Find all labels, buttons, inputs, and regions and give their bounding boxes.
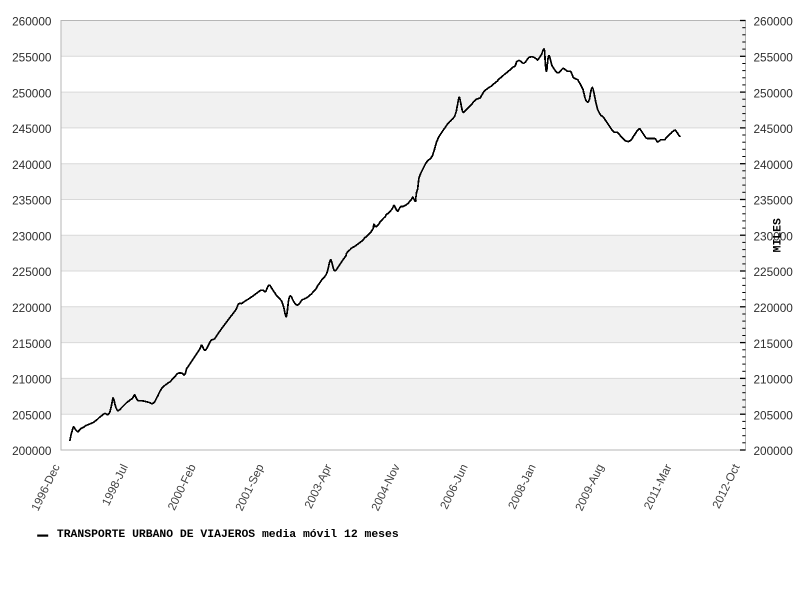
svg-text:230000: 230000 <box>12 229 52 243</box>
svg-text:210000: 210000 <box>12 373 52 387</box>
svg-text:235000: 235000 <box>754 194 794 208</box>
svg-text:215000: 215000 <box>754 337 794 351</box>
svg-text:205000: 205000 <box>12 408 52 422</box>
svg-text:210000: 210000 <box>754 373 794 387</box>
svg-text:250000: 250000 <box>754 86 794 100</box>
svg-text:TRANSPORTE URBANO DE VIAJEROS: TRANSPORTE URBANO DE VIAJEROS media móvi… <box>57 529 399 541</box>
svg-text:245000: 245000 <box>754 122 794 136</box>
svg-text:220000: 220000 <box>754 301 794 315</box>
svg-text:205000: 205000 <box>754 408 794 422</box>
svg-text:240000: 240000 <box>12 158 52 172</box>
svg-text:245000: 245000 <box>12 122 52 136</box>
svg-text:255000: 255000 <box>754 51 794 65</box>
svg-text:225000: 225000 <box>12 265 52 279</box>
svg-text:225000: 225000 <box>754 265 794 279</box>
svg-text:200000: 200000 <box>754 444 794 458</box>
svg-text:260000: 260000 <box>754 15 794 29</box>
svg-text:220000: 220000 <box>12 301 52 315</box>
svg-text:MILES: MILES <box>773 218 785 252</box>
svg-text:240000: 240000 <box>754 158 794 172</box>
svg-text:250000: 250000 <box>12 86 52 100</box>
svg-text:215000: 215000 <box>12 337 52 351</box>
svg-text:260000: 260000 <box>12 15 52 29</box>
svg-text:235000: 235000 <box>12 194 52 208</box>
svg-text:230000: 230000 <box>754 229 794 243</box>
svg-text:255000: 255000 <box>12 51 52 65</box>
svg-text:200000: 200000 <box>12 444 52 458</box>
